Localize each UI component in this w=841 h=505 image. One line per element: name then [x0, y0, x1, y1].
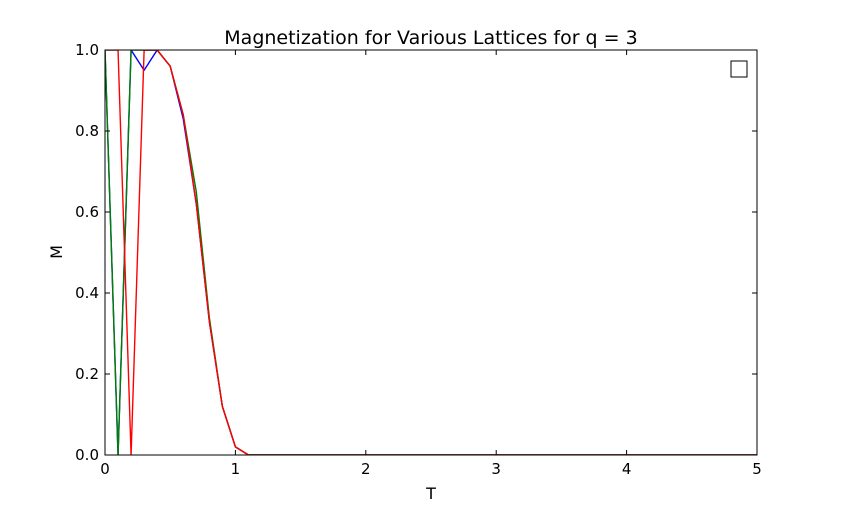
legend-box: [730, 60, 748, 78]
plot-frame: [104, 49, 758, 456]
y-axis-label: M: [47, 245, 66, 259]
chart-title: Magnetization for Various Lattices for q…: [224, 27, 637, 49]
x-tick-label: 1: [231, 460, 241, 478]
x-tick-label: 2: [361, 460, 371, 478]
y-tick-label: 1.0: [75, 41, 99, 59]
x-tick-label: 0: [100, 460, 110, 478]
series-line-2: [105, 50, 757, 455]
series-line-3: [105, 50, 757, 455]
ticks-layer: 0 1 2 3 4 5 0.0 0.2 0.4 0.6 0.8 1.0: [75, 41, 762, 478]
y-tick-label: 0.4: [75, 284, 99, 302]
x-tick-label: 5: [752, 460, 762, 478]
series-layer: [105, 50, 757, 455]
y-tick-label: 0.6: [75, 203, 99, 221]
x-tick-label: 4: [622, 460, 632, 478]
y-tick-label: 0.2: [75, 365, 99, 383]
y-tick-label: 0.8: [75, 122, 99, 140]
x-tick-label: 3: [491, 460, 501, 478]
x-axis-label: T: [425, 484, 436, 503]
y-tick-label: 0.0: [75, 446, 99, 464]
